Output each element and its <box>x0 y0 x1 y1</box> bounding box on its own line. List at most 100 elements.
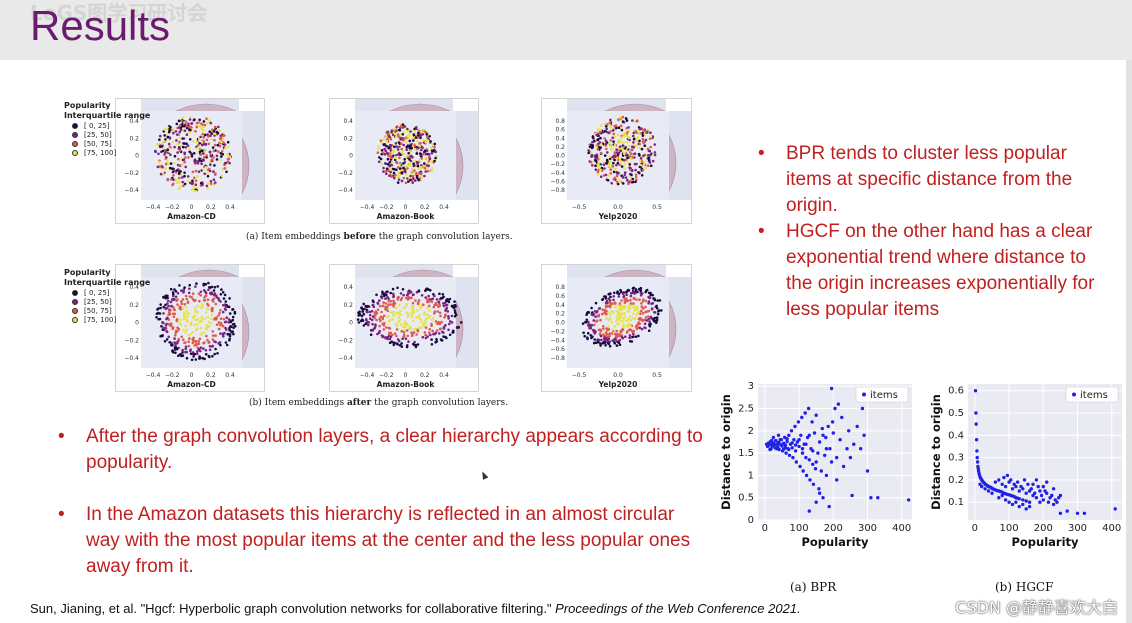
data-point <box>869 496 873 500</box>
embedding-point <box>405 148 408 151</box>
data-point <box>824 435 828 440</box>
embedding-point <box>607 318 611 322</box>
embedding-point <box>403 170 407 174</box>
embedding-point <box>183 182 187 186</box>
embedding-point <box>612 170 616 174</box>
x-tick-label: −0.5 <box>572 372 587 379</box>
embedding-point <box>415 152 419 155</box>
embedding-point <box>169 287 173 291</box>
y-tick-label: −0.4 <box>338 355 353 362</box>
embedding-point <box>634 317 637 320</box>
y-tick-label: −0.2 <box>338 337 353 344</box>
embedding-point <box>386 337 389 341</box>
embedding-point <box>387 303 390 306</box>
embedding-point <box>425 135 429 139</box>
embedding-point <box>417 178 420 181</box>
embedding-point <box>442 295 445 299</box>
data-point <box>997 478 1001 482</box>
embedding-point <box>162 173 165 177</box>
embedding-point <box>416 343 420 346</box>
embedding-point <box>629 324 632 328</box>
embedding-point <box>598 332 602 335</box>
embedding-point <box>436 310 440 313</box>
embedding-point <box>198 337 202 341</box>
legend-label: [75, 100] <box>84 315 117 324</box>
embedding-point <box>615 157 619 160</box>
embedding-point <box>641 137 645 141</box>
embedding-point <box>623 297 626 301</box>
y-axis-label: Distance to origin <box>719 394 733 510</box>
data-point <box>817 491 822 495</box>
embedding-point <box>410 334 414 337</box>
embedding-point <box>615 329 618 333</box>
embedding-point <box>587 151 590 155</box>
data-point <box>990 491 994 495</box>
embedding-point <box>228 337 231 341</box>
embedding-point <box>407 340 410 343</box>
embedding-point <box>380 310 383 314</box>
embedding-point <box>402 143 405 147</box>
embedding-point <box>213 125 217 129</box>
embedding-point <box>202 155 206 159</box>
embedding-point <box>596 132 600 136</box>
embedding-point <box>611 328 614 331</box>
x-tick-label: 0 <box>404 204 408 211</box>
x-tick-label: 400 <box>892 523 911 534</box>
embedding-point <box>212 178 216 181</box>
embedding-point <box>615 170 619 174</box>
embedding-point <box>216 131 220 135</box>
embedding-point <box>177 126 181 129</box>
embedding-point <box>639 289 643 292</box>
embedding-point <box>164 162 168 166</box>
embedding-point <box>192 152 196 155</box>
embedding-point <box>404 305 408 308</box>
embedding-point <box>362 312 366 316</box>
embedding-point <box>201 132 204 136</box>
data-point <box>1000 482 1004 486</box>
legend-swatch <box>72 122 78 129</box>
embedding-point <box>232 326 235 329</box>
data-point <box>1041 484 1045 489</box>
embedding-point <box>376 301 379 305</box>
x-tick-label: 400 <box>1102 523 1121 534</box>
embedding-point <box>202 298 206 302</box>
data-point <box>1024 499 1028 503</box>
embedding-point <box>600 338 603 342</box>
data-point <box>1043 489 1047 493</box>
embedding-point <box>179 158 182 161</box>
embedding-point <box>183 286 186 289</box>
embedding-point <box>422 164 426 168</box>
embedding-point <box>415 171 418 175</box>
embedding-point <box>162 139 166 143</box>
y-tick-label: −0.4 <box>124 187 139 194</box>
legend-row: [75, 100] <box>64 315 150 324</box>
embedding-point <box>201 168 205 171</box>
embedding-point <box>229 320 233 324</box>
embedding-point <box>632 291 636 294</box>
embedding-point <box>444 323 447 327</box>
embedding-point <box>178 181 181 184</box>
embedding-point <box>202 341 205 345</box>
embedding-point <box>213 292 217 295</box>
embedding-point <box>182 184 185 187</box>
embedding-point <box>172 315 176 318</box>
embedding-point <box>181 298 185 301</box>
embedding-point <box>397 320 400 323</box>
embedding-point <box>384 336 387 340</box>
data-point <box>800 415 804 420</box>
embedding-point <box>191 341 195 345</box>
embedding-point <box>376 151 380 154</box>
embedding-point <box>634 325 638 328</box>
data-point <box>804 442 808 446</box>
embedding-point <box>454 304 457 307</box>
embedding-point <box>411 301 415 305</box>
embedding-point <box>390 130 394 133</box>
embedding-point <box>424 140 428 144</box>
embedding-point <box>626 325 629 328</box>
embedding-point <box>357 321 361 324</box>
embedding-point <box>407 313 410 317</box>
embedding-point <box>401 325 405 329</box>
embedding-point <box>199 333 203 336</box>
embedding-point <box>175 122 179 126</box>
embedding-point <box>210 309 214 313</box>
